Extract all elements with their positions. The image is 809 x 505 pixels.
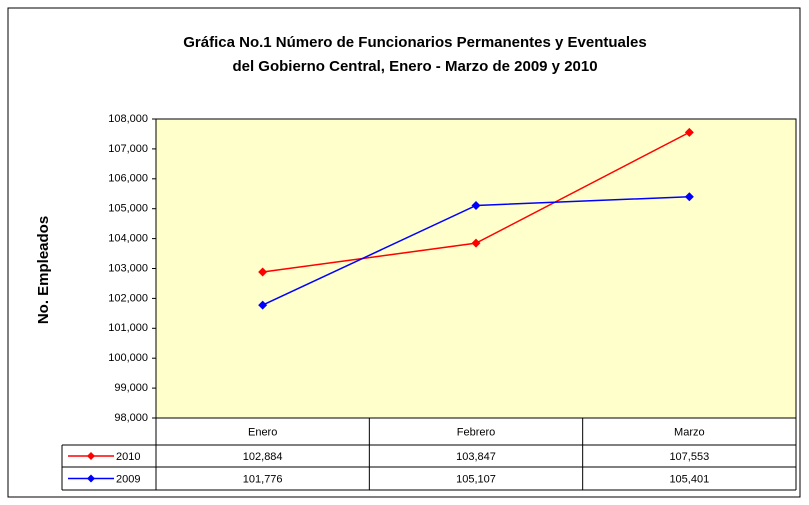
marker — [684, 192, 694, 202]
y-tick-label: 102,000 — [108, 292, 148, 304]
legend-marker — [87, 452, 95, 460]
y-tick-label: 99,000 — [114, 382, 148, 394]
y-tick-label: 107,000 — [108, 143, 148, 155]
table-value: 103,847 — [456, 451, 496, 463]
y-axis-label: No. Empleados — [35, 216, 52, 324]
y-tick-label: 103,000 — [108, 262, 148, 274]
chart-subtitle: del Gobierno Central, Enero - Marzo de 2… — [232, 58, 597, 75]
chart-title: Gráfica No.1 Número de Funcionarios Perm… — [183, 34, 646, 51]
y-tick-label: 108,000 — [108, 113, 148, 125]
x-tick-label: Marzo — [674, 426, 705, 438]
y-tick-label: 100,000 — [108, 352, 148, 364]
legend-label: 2009 — [116, 473, 140, 485]
legend-marker — [87, 474, 95, 483]
marker — [258, 300, 268, 310]
table-value: 105,107 — [456, 473, 496, 485]
y-tick-label: 98,000 — [114, 412, 148, 424]
y-tick-label: 104,000 — [108, 233, 148, 245]
x-tick-label: Enero — [248, 426, 277, 438]
table-value: 102,884 — [243, 451, 283, 463]
table-value: 107,553 — [669, 451, 709, 463]
table-value: 101,776 — [243, 473, 283, 485]
marker — [684, 127, 694, 137]
marker — [258, 267, 268, 277]
y-tick-label: 101,000 — [108, 322, 148, 334]
marker — [471, 201, 481, 211]
plot-area — [155, 118, 797, 419]
table-value: 105,401 — [669, 473, 709, 485]
y-tick-label: 106,000 — [108, 173, 148, 185]
legend-label: 2010 — [116, 451, 140, 463]
y-tick-label: 105,000 — [108, 203, 148, 215]
x-tick-label: Febrero — [457, 426, 496, 438]
marker — [471, 238, 481, 248]
